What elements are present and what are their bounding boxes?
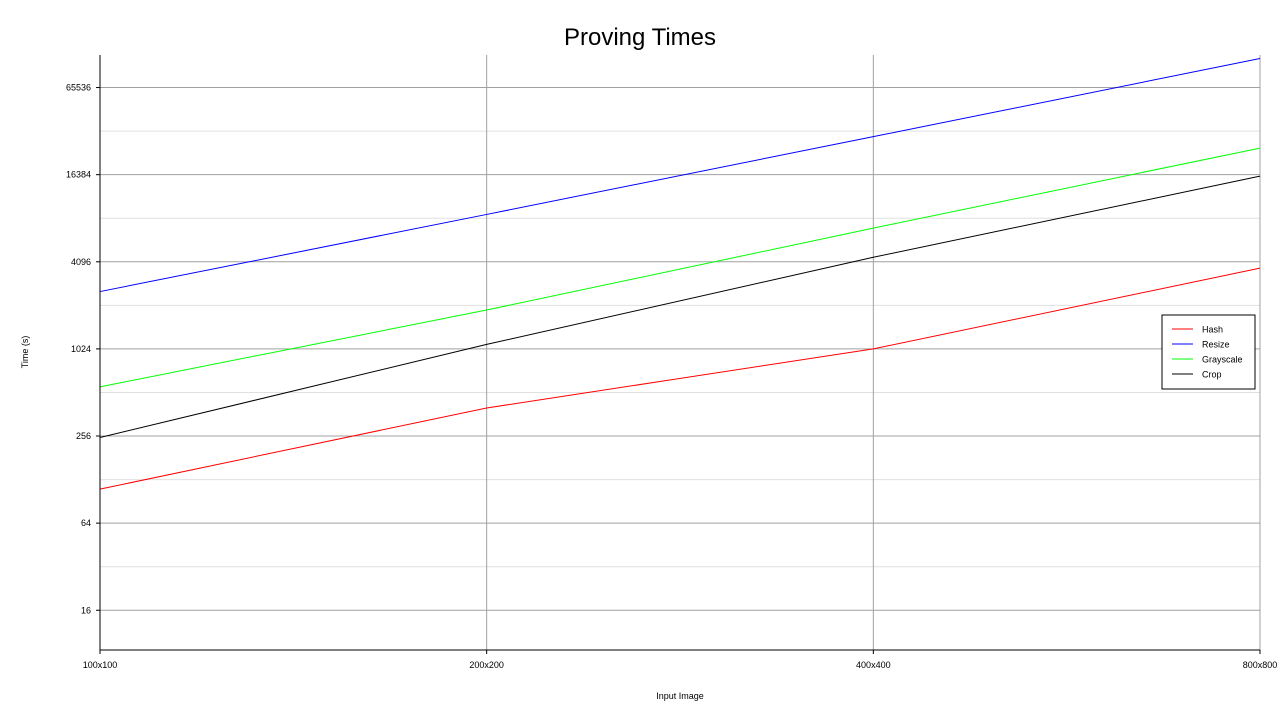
legend-items: Hash Resize Grayscale Crop bbox=[1172, 325, 1243, 380]
legend-label-crop: Crop bbox=[1202, 370, 1222, 380]
x-tick-label: 400x400 bbox=[856, 660, 891, 670]
y-tick-label: 16 bbox=[81, 605, 91, 615]
y-tick-label: 256 bbox=[76, 431, 91, 441]
series-line-resize bbox=[99, 58, 1261, 293]
chart-title: Proving Times bbox=[564, 24, 716, 51]
series-line-crop bbox=[99, 175, 1261, 438]
x-tick-label: 200x200 bbox=[469, 660, 504, 670]
x-tick-label: 100x100 bbox=[83, 660, 118, 670]
y-tick-label: 16384 bbox=[66, 170, 91, 180]
y-tick-label: 64 bbox=[81, 518, 91, 528]
x-tick-labels: 100x100 200x200 400x400 800x800 bbox=[83, 650, 1278, 670]
y-tick-labels: 16 64 256 1024 4096 16384 65536 bbox=[66, 83, 100, 615]
x-tick-label: 800x800 bbox=[1243, 660, 1278, 670]
legend-box bbox=[1161, 314, 1256, 390]
legend: Hash Resize Grayscale Crop bbox=[1161, 314, 1256, 390]
y-tick-label: 1024 bbox=[71, 344, 91, 354]
y-axis-label: Time (s) bbox=[20, 336, 30, 369]
series-line-hash bbox=[99, 267, 1261, 490]
legend-label-resize: Resize bbox=[1202, 340, 1230, 350]
y-tick-label: 65536 bbox=[66, 83, 91, 93]
x-axis-label: Input Image bbox=[656, 691, 704, 701]
series-lines bbox=[99, 58, 1261, 490]
series-line-grayscale bbox=[99, 147, 1261, 388]
y-tick-label: 4096 bbox=[71, 257, 91, 267]
legend-label-hash: Hash bbox=[1202, 325, 1223, 335]
legend-label-grayscale: Grayscale bbox=[1202, 355, 1243, 365]
